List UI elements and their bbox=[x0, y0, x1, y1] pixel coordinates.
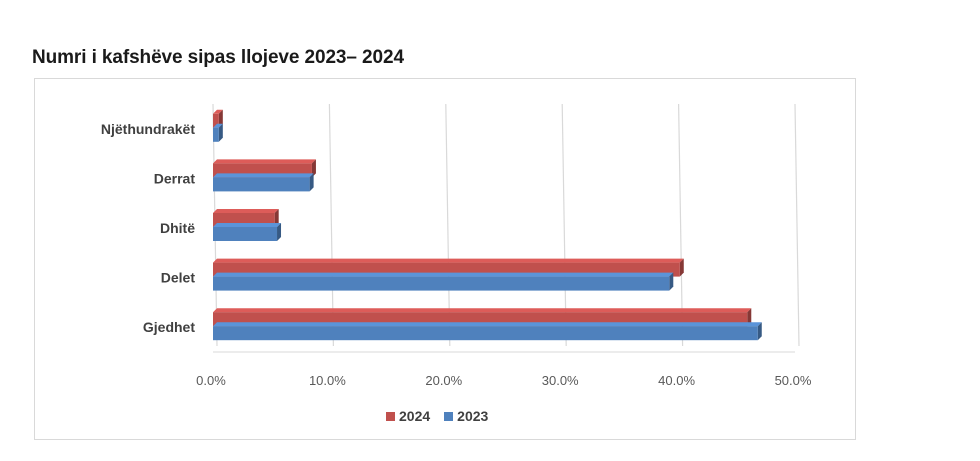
gridline bbox=[445, 103, 451, 347]
legend-swatch-2024 bbox=[386, 411, 395, 421]
x-tick-label: 0.0% bbox=[196, 373, 226, 388]
x-tick-label: 10.0% bbox=[309, 373, 346, 388]
gridline bbox=[561, 103, 567, 347]
x-tick-label: 30.0% bbox=[542, 373, 579, 388]
category-label: Dhitë bbox=[160, 220, 195, 236]
category-label: Delet bbox=[161, 270, 196, 286]
legend-item-2024: 2024 bbox=[386, 408, 430, 424]
bar-2023 bbox=[213, 123, 223, 142]
bar-2023 bbox=[213, 322, 762, 341]
legend-swatch-2023 bbox=[444, 411, 454, 421]
chart-title: Numri i kafshëve sipas llojeve 2023– 202… bbox=[32, 47, 404, 68]
bars bbox=[213, 109, 762, 341]
gridline bbox=[678, 103, 684, 347]
bar-2023 bbox=[213, 223, 282, 241]
legend: 2024 2023 bbox=[386, 408, 502, 424]
legend-label-2023: 2023 bbox=[457, 408, 489, 424]
x-tick-label: 20.0% bbox=[425, 373, 462, 388]
category-labels: Njëthundrakët Derrat Dhitë Delet Gjedhet bbox=[101, 121, 195, 335]
bar-2023 bbox=[213, 272, 674, 291]
category-label: Derrat bbox=[154, 170, 196, 186]
bar-2023 bbox=[213, 173, 314, 192]
category-label: Gjedhet bbox=[143, 319, 195, 335]
category-label: Njëthundrakët bbox=[101, 121, 195, 137]
gridlines bbox=[212, 103, 800, 353]
gridline bbox=[794, 103, 800, 347]
gridline bbox=[328, 103, 334, 347]
x-tick-labels: 0.0% 10.0% 20.0% 30.0% 40.0% 50.0% bbox=[196, 373, 812, 388]
bar-2024 bbox=[213, 109, 223, 128]
legend-item-2023: 2023 bbox=[444, 408, 488, 424]
x-tick-label: 40.0% bbox=[658, 373, 695, 388]
legend-label-2024: 2024 bbox=[399, 408, 431, 424]
x-tick-label: 50.0% bbox=[775, 373, 812, 388]
